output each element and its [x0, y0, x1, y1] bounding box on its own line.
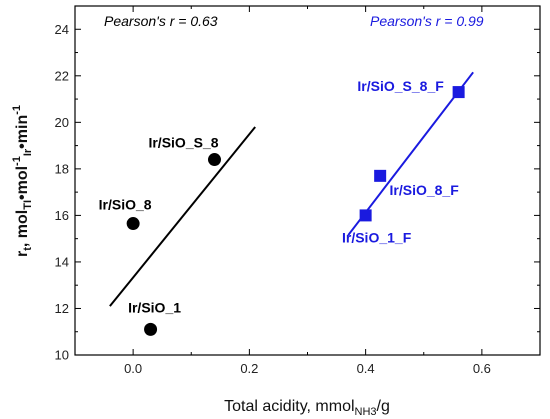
y-axis-title-part: t — [22, 247, 34, 251]
pearson-annotation-blue: Pearson's r = 0.99 — [370, 13, 484, 29]
fit-lines — [109, 71, 474, 307]
fit-line-blue — [347, 71, 474, 236]
data-points — [126, 86, 465, 336]
data-point-circle — [126, 217, 140, 231]
y-tick-label: 22 — [55, 68, 69, 83]
x-axis-title-tail: /g — [377, 398, 390, 415]
data-point-square — [374, 169, 387, 182]
y-axis-title-part: -1 — [11, 156, 23, 166]
x-tick-label: 0.6 — [473, 361, 491, 376]
fit-line-black — [109, 126, 256, 307]
y-tick-label: 12 — [55, 301, 69, 316]
y-tick-label: 16 — [55, 208, 69, 223]
y-tick-label: 20 — [55, 115, 69, 130]
y-tick-label: 18 — [55, 161, 69, 176]
data-point-square — [359, 209, 372, 222]
y-tick-label: 24 — [55, 22, 69, 37]
y-axis-title-part: •mol — [14, 166, 31, 200]
data-label: Ir/SiO_8_F — [390, 182, 460, 198]
y-axis-title: rt, molTI•mol-1Ir•min-1 — [11, 105, 34, 257]
y-axis-title-part: r — [14, 251, 31, 257]
x-axis-title-main: Total acidity, mmol — [224, 398, 354, 415]
y-axis-title-part: , mol — [14, 210, 31, 247]
x-tick-label: 0.2 — [240, 361, 258, 376]
y-tick-label: 14 — [55, 254, 69, 269]
y-axis-title-part: TI — [22, 200, 34, 210]
y-axis-title-part: -1 — [11, 105, 23, 115]
data-point-square — [452, 86, 465, 99]
point-labels: Ir/SiO_8 Ir/SiO_1 Ir/SiO_S_8 Ir/SiO_1_F Ir/S… — [99, 78, 460, 315]
y-axis-title-part: Ir — [22, 148, 34, 156]
x-tick-label: 0.4 — [357, 361, 375, 376]
data-point-circle — [144, 322, 158, 336]
x-axis-title-sub: NH3 — [355, 406, 377, 418]
x-tick-label: 0.0 — [124, 361, 142, 376]
data-point-circle — [208, 153, 221, 167]
data-label: Ir/SiO_S_8_F — [357, 78, 444, 94]
x-axis-title: Total acidity, mmolNH3/g — [224, 398, 390, 418]
data-label: Ir/SiO_1_F — [342, 229, 412, 245]
y-axis-title-part: •min — [14, 115, 31, 149]
axis-ticks: 0.0 0.2 0.4 0.6 10 12 14 16 18 20 22 24 — [55, 6, 541, 376]
data-label: Ir/SiO_8 — [99, 197, 152, 213]
pearson-annotation-black: Pearson's r = 0.63 — [104, 13, 218, 29]
data-label: Ir/SiO_S_8 — [148, 135, 218, 151]
y-tick-label: 10 — [55, 348, 69, 363]
data-label: Ir/SiO_1 — [128, 299, 181, 315]
